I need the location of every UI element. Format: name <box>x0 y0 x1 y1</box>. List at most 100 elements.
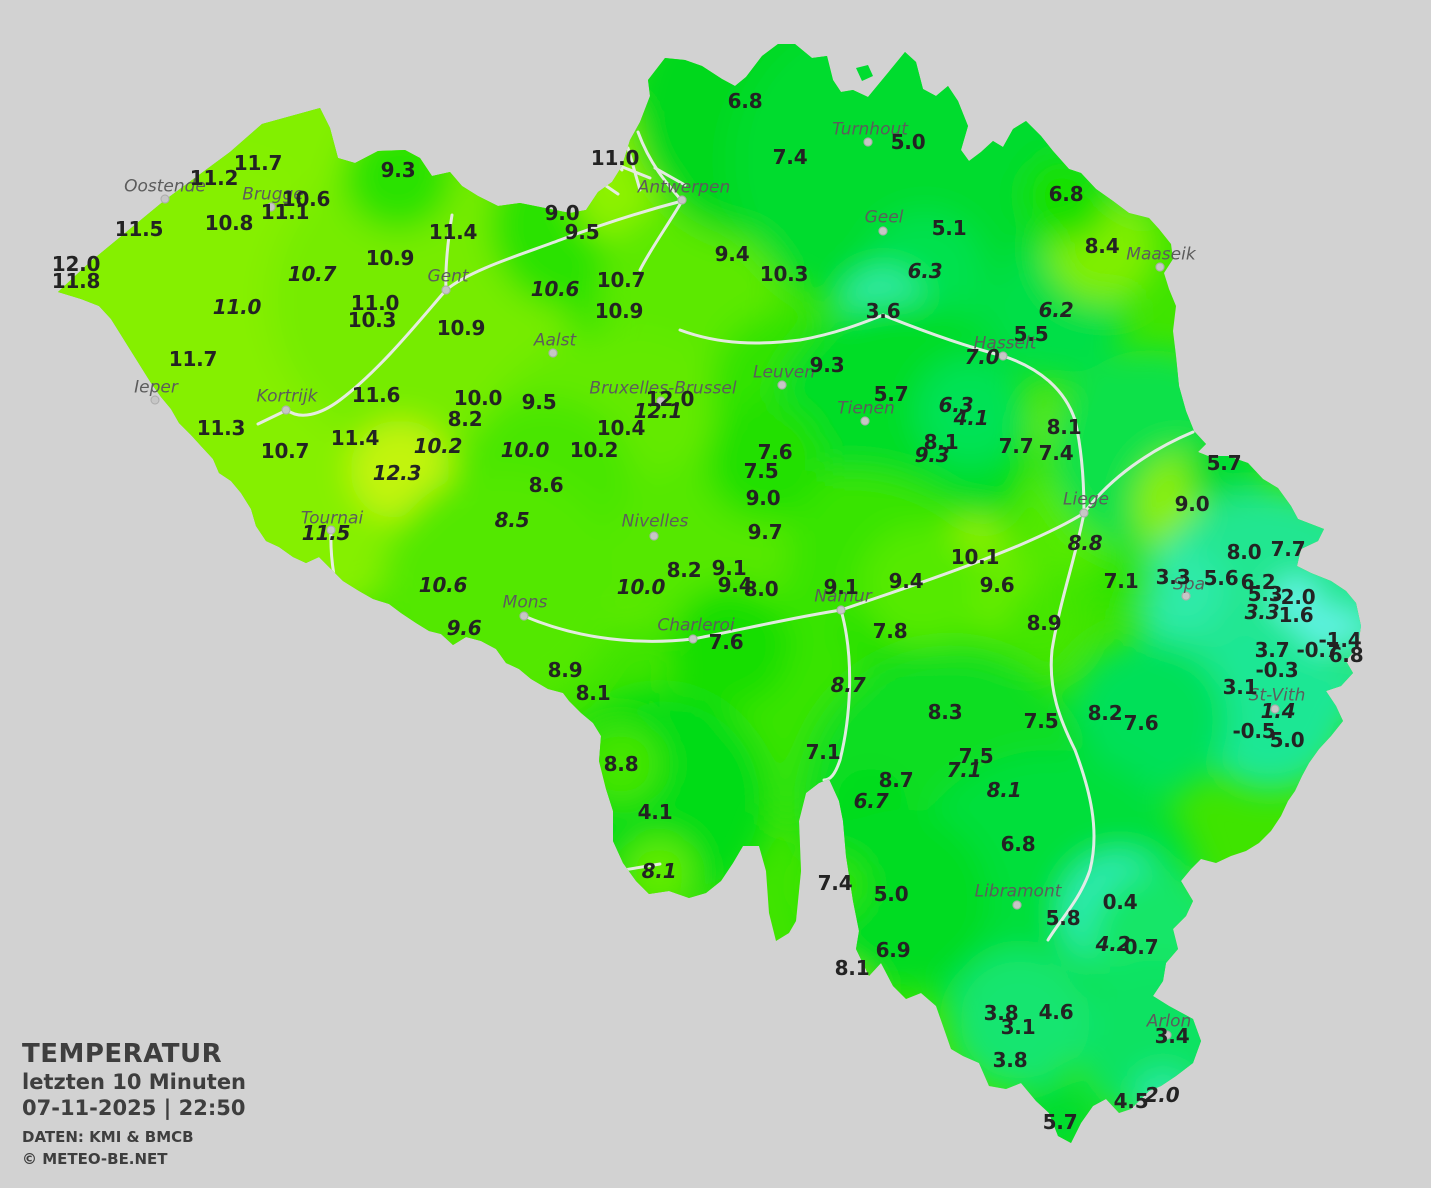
city-dot <box>688 634 698 644</box>
border-line <box>678 313 1086 515</box>
temperature-label: 6.9 <box>875 938 911 962</box>
border-line <box>1046 511 1096 942</box>
temperature-label: 8.7 <box>830 673 866 697</box>
temperature-label: 10.6 <box>418 573 468 597</box>
temperature-label: 10.9 <box>594 299 644 323</box>
temperature-label: 10.3 <box>759 262 809 286</box>
legend-title: TEMPERATUR <box>22 1039 223 1069</box>
temperature-label: 11.1 <box>260 200 310 224</box>
heat-blob <box>915 357 1025 467</box>
temperature-label: 3.8 <box>992 1048 1028 1072</box>
city-label: Arlon <box>1146 1011 1192 1032</box>
temperature-label: 12.0 <box>51 252 101 276</box>
temperature-label: 6.8 <box>727 89 763 113</box>
city-dot <box>150 395 160 405</box>
temperature-label: 8.2 <box>1087 701 1123 725</box>
temperature-label: 8.2 <box>666 558 702 582</box>
temperature-label: 9.1 <box>823 575 859 599</box>
city-label: Oostende <box>124 176 206 197</box>
temperature-label: 7.7 <box>998 434 1034 458</box>
temperature-label: 8.1 <box>923 430 959 454</box>
heat-blob <box>670 585 790 705</box>
city-label: Libramont <box>974 881 1062 902</box>
temperature-label: 10.0 <box>616 575 666 599</box>
city-dot <box>281 405 291 415</box>
temperature-label: 3.6 <box>865 299 901 323</box>
temperature-label: 8.1 <box>1046 415 1082 439</box>
temperature-label: 8.6 <box>528 473 564 497</box>
city-dot <box>860 416 870 426</box>
city-label: Tienen <box>837 398 895 419</box>
temperature-label: 5.7 <box>1206 451 1242 475</box>
city-label: Gent <box>427 266 469 287</box>
temperature-label: 6.2 <box>1240 570 1276 594</box>
heat-blob <box>1135 545 1225 635</box>
city-label: Antwerpen <box>637 177 731 198</box>
heat-blob <box>350 420 450 520</box>
temperature-label: 12.3 <box>372 461 422 485</box>
city-dot <box>441 285 451 295</box>
temperature-label: 3.8 <box>983 1001 1019 1025</box>
temperature-label: 4.5 <box>1113 1089 1149 1113</box>
temperature-label: 8.5 <box>494 508 530 532</box>
temperature-label: 5.5 <box>1013 322 1049 346</box>
temperature-label: 5.8 <box>1045 906 1081 930</box>
temperature-label: -0.7 <box>1296 638 1340 662</box>
border-line <box>444 213 454 292</box>
heat-blob <box>1068 640 1228 800</box>
temperature-label: 11.7 <box>233 151 283 175</box>
heat-blob <box>860 525 980 645</box>
temperature-label: 9.3 <box>914 443 950 467</box>
temperature-label: 3.7 <box>1254 638 1290 662</box>
temperature-label: 9.1 <box>711 556 747 580</box>
temperature-label: 10.8 <box>204 211 254 235</box>
city-label: Turnhout <box>832 119 908 140</box>
temperature-label: 11.3 <box>196 416 246 440</box>
border-line <box>444 199 684 292</box>
city-label: Maaseik <box>1126 244 1196 265</box>
temperature-label: 4.2 <box>1095 932 1131 956</box>
temperature-label: 8.1 <box>575 681 611 705</box>
temperature-label: 2.0 <box>1144 1083 1180 1107</box>
temperature-label: 4.1 <box>637 800 673 824</box>
temperature-label: -0.5 <box>1232 719 1276 743</box>
city-label: Spa <box>1173 574 1205 595</box>
city-dot <box>1155 262 1165 272</box>
temperature-label: 6.8 <box>1048 182 1084 206</box>
temperature-label: 4.6 <box>1038 1000 1074 1024</box>
temperature-label: 9.0 <box>745 486 781 510</box>
temperature-label: -0.3 <box>1255 658 1299 682</box>
temperature-label: 5.6 <box>1203 566 1239 590</box>
temperature-label: 9.4 <box>714 242 750 266</box>
city-dot <box>777 380 787 390</box>
temperature-label: 8.7 <box>878 768 914 792</box>
heat-blob <box>1190 630 1350 790</box>
temperature-label: 8.3 <box>927 700 963 724</box>
city-dot <box>548 348 558 358</box>
temperature-label: 7.4 <box>772 145 808 169</box>
temperature-label: 7.5 <box>958 744 994 768</box>
temperature-label: 7.5 <box>743 459 779 483</box>
city-dot <box>326 525 336 535</box>
temperature-label: 5.0 <box>890 130 926 154</box>
temperature-label: 5.1 <box>931 216 967 240</box>
temperature-label: 7.1 <box>805 740 841 764</box>
temperature-label: 11.5 <box>301 521 351 545</box>
temperature-label: 7.5 <box>1023 709 1059 733</box>
temperature-label: 7.1 <box>1103 569 1139 593</box>
temperature-label: 9.0 <box>544 201 580 225</box>
city-label: Bruxelles-Brussel <box>589 378 737 399</box>
temperature-label: 1.4 <box>1260 699 1296 723</box>
temperature-label: 7.4 <box>817 871 853 895</box>
temperature-label: 9.5 <box>521 390 557 414</box>
temperature-label: 7.4 <box>1038 441 1074 465</box>
legend-subtitle: letzten 10 Minuten <box>22 1069 247 1094</box>
temperature-label: 6.8 <box>1000 832 1036 856</box>
temperature-label: 9.7 <box>747 520 783 544</box>
border-line <box>522 511 1086 643</box>
city-label: Brugge <box>242 184 304 205</box>
city-dot <box>266 202 276 212</box>
